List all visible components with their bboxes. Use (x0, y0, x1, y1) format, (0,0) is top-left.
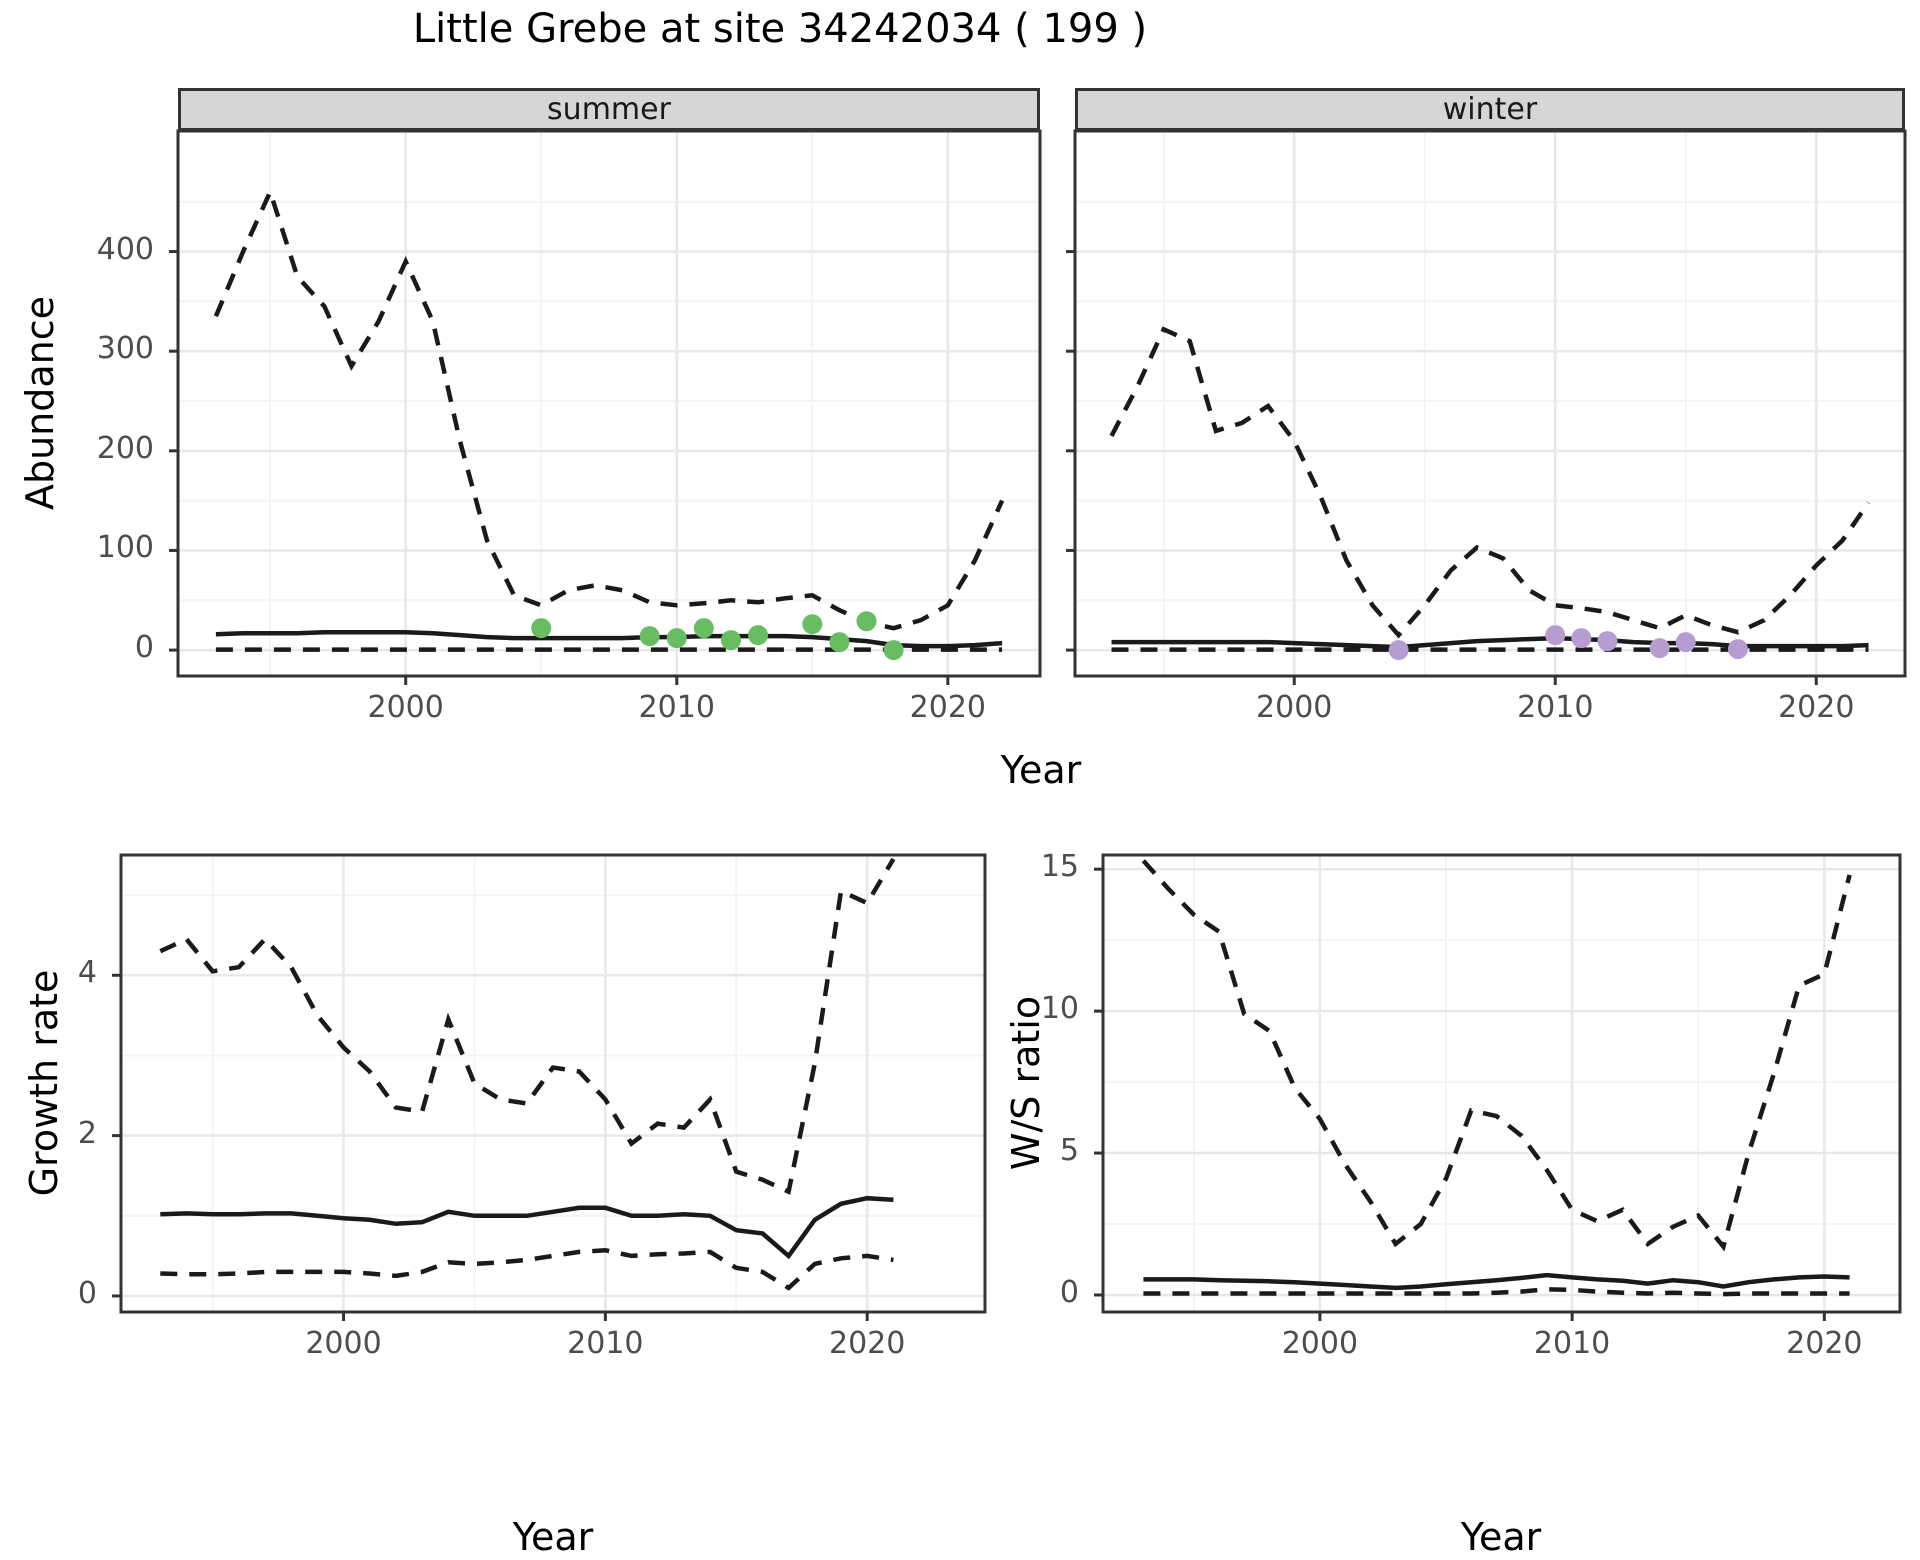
tick-label: 2020 (1786, 1326, 1863, 1361)
summer-observations-point (720, 630, 741, 651)
facet-strip-summer: summer (178, 88, 1040, 131)
x-axis-title-year-ws: Year (1460, 1515, 1542, 1559)
summer-observations-point (748, 625, 769, 646)
tick-label: 10 (1040, 991, 1079, 1027)
tick-label: 2020 (1778, 690, 1855, 725)
abundance-winter-upper-ci-line (1109, 326, 1871, 639)
facet-strip-winter-label: winter (1442, 92, 1538, 127)
tick-label: 2000 (367, 690, 444, 725)
growth-rate-border (119, 853, 987, 1314)
growth-rate-panel (121, 855, 985, 1312)
summer-observations-point (666, 628, 687, 649)
plot-title: Little Grebe at site 34242034 ( 199 ) (412, 6, 1148, 52)
summer-observations-point (856, 611, 877, 632)
x-axis-title-year-growth: Year (512, 1515, 594, 1559)
tick-label: 2000 (305, 1326, 382, 1361)
ws-ratio-lower-ci-line (1143, 1287, 1850, 1297)
tick-label: 2010 (567, 1326, 644, 1361)
winter-observations-point (1597, 631, 1618, 652)
growth-rate-lower-ci-line (160, 1248, 894, 1291)
tick-label: 2020 (828, 1326, 906, 1361)
winter-observations-point (1727, 639, 1748, 660)
ws-ratio-border (1101, 853, 1902, 1314)
tick-label: 2020 (909, 690, 986, 725)
y-axis-title-abundance: Abundance (18, 295, 62, 511)
winter-observations-point (1388, 640, 1409, 661)
x-axis-title-year-top: Year (1000, 748, 1082, 792)
tick-label: 15 (1040, 849, 1079, 885)
summer-observations-point (802, 614, 823, 635)
growth-rate-upper-ci-line (159, 857, 896, 1195)
summer-observations-point (531, 618, 552, 639)
abundance-winter-border (1073, 129, 1907, 678)
summer-observations-point (693, 618, 714, 639)
tick-label: 5 (1059, 1133, 1079, 1169)
tick-label: 0 (77, 1275, 97, 1311)
abundance-summer-median-line (215, 629, 1003, 649)
tick-label: 300 (96, 331, 154, 367)
summer-observations-point (829, 632, 850, 653)
tick-label: 200 (96, 430, 154, 466)
tick-label: 2010 (1533, 1326, 1611, 1361)
tick-label: 2000 (1281, 1326, 1359, 1361)
ws-ratio-median-line (1143, 1272, 1850, 1291)
tick-label: 0 (134, 630, 154, 666)
summer-observations-point (639, 626, 660, 647)
winter-observations-point (1649, 638, 1670, 659)
tick-label: 2010 (638, 690, 715, 725)
facet-strip-summer-label: summer (547, 92, 671, 127)
tick-label: 4 (77, 955, 97, 991)
abundance-summer-panel (178, 131, 1040, 676)
winter-observations-point (1675, 632, 1696, 653)
abundance-winter-panel (1075, 131, 1905, 676)
tick-label: 2010 (1517, 690, 1594, 725)
winter-observations-point (1571, 628, 1592, 649)
ws-ratio-upper-ci-line (1141, 859, 1852, 1252)
tick-label: 2 (77, 1115, 97, 1151)
tick-label: 2000 (1256, 690, 1333, 725)
winter-observations-point (1545, 625, 1566, 646)
y-axis-title-growth-rate: Growth rate (22, 969, 66, 1197)
tick-label: 400 (96, 231, 154, 267)
facet-strip-winter: winter (1075, 88, 1905, 131)
growth-rate-median-line (160, 1195, 894, 1260)
abundance-summer-border (176, 129, 1042, 678)
summer-observations-point (883, 640, 904, 661)
tick-label: 100 (96, 530, 154, 566)
tick-label: 0 (1059, 1274, 1079, 1310)
ws-ratio-panel (1103, 855, 1900, 1312)
